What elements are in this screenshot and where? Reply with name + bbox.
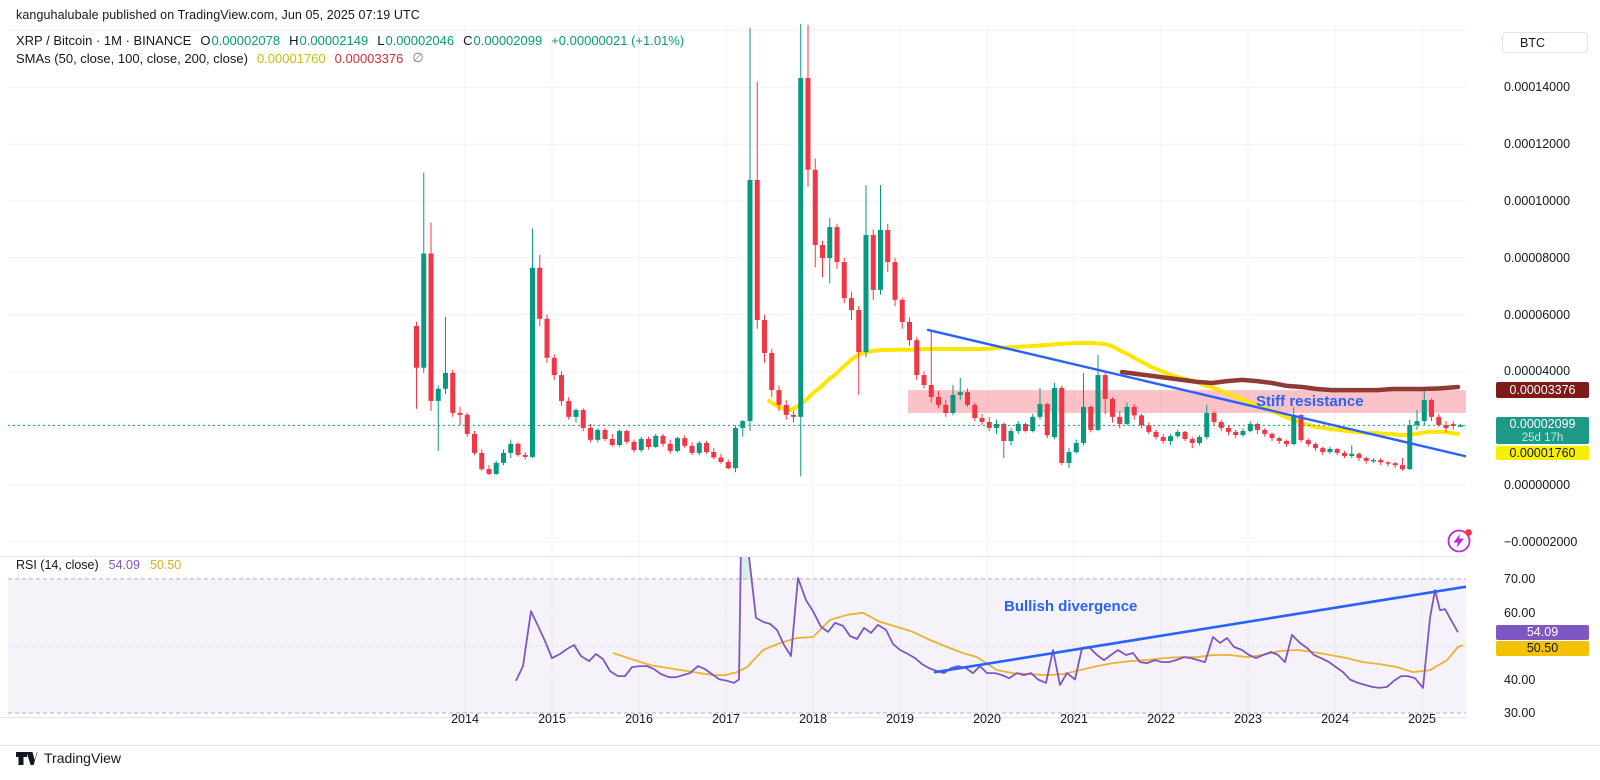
rsi-ma-value: 50.50 <box>149 558 182 572</box>
bullish-divergence-label: Bullish divergence <box>1004 598 1138 615</box>
sma50-axis-badge: 0.00001760 <box>1496 446 1589 460</box>
resistance-zone[interactable] <box>908 390 1466 413</box>
price-axis-label: 0.00004000 <box>1504 364 1571 379</box>
year-label: 2020 <box>973 712 1001 726</box>
rsi-axis-label: 60.00 <box>1504 605 1536 620</box>
sma200-axis-badge: 0.00003376 <box>1496 382 1589 398</box>
price-axis-label: 0.00008000 <box>1504 250 1571 265</box>
price-trendline[interactable] <box>926 328 1492 464</box>
rsi-line <box>515 557 1459 689</box>
published-byline: kanguhalubale published on TradingView.c… <box>16 8 420 22</box>
sma-label: SMAs (50, close, 100, close, 200, close) <box>16 50 248 66</box>
rsi-axis-badge: 54.09 <box>1496 625 1589 640</box>
rsi-axis-label: 40.00 <box>1504 672 1536 687</box>
ohlc-high: H 0.00002149 <box>289 33 369 48</box>
year-label: 2018 <box>799 712 827 726</box>
change-value: +0.00000021 (+1.01%) <box>551 33 685 48</box>
bar-countdown: 25d 17h <box>1521 432 1564 444</box>
ohlc-open: O 0.00002078 <box>200 33 281 48</box>
price-axis-label: 0.00014000 <box>1504 80 1571 95</box>
tradingview-logo-text: TradingView <box>44 750 122 766</box>
year-label: 2015 <box>538 712 566 726</box>
notification-dot <box>1465 529 1472 536</box>
boost-icon[interactable] <box>1444 526 1478 560</box>
rsi-trendline[interactable] <box>933 584 1472 674</box>
year-label: 2023 <box>1234 712 1262 726</box>
price-axis[interactable]: BTC 0.00014000 0.00012000 0.00010000 0.0000… <box>1466 0 1600 745</box>
rsi-ma-axis-badge: 50.50 <box>1496 641 1589 656</box>
rsi-value: 54.09 <box>108 558 140 572</box>
symbol-legend: XRP / Bitcoin · 1M · BINANCE O 0.00002078… <box>16 33 684 48</box>
year-label: 2014 <box>451 712 479 726</box>
sma-legend: SMAs (50, close, 100, close, 200, close)… <box>16 50 424 66</box>
sma-empty-value: ∅ <box>412 50 424 65</box>
stiff-resistance-label: Stiff resistance <box>1256 393 1364 410</box>
ohlc-low: L 0.00002046 <box>377 33 455 48</box>
tradingview-logo-icon <box>16 751 38 765</box>
sma200-value: 0.00003376 <box>334 50 404 66</box>
year-label: 2021 <box>1060 712 1088 726</box>
year-label: 2022 <box>1147 712 1175 726</box>
tradingview-logo[interactable]: TradingView <box>16 750 121 766</box>
price-axis-label: 0.00012000 <box>1504 137 1571 152</box>
last-price-value: 0.00002099 <box>1509 417 1576 431</box>
rsi-label: RSI (14, close) <box>16 558 99 572</box>
rsi-axis-label: 30.00 <box>1504 706 1536 720</box>
year-label: 2016 <box>625 712 653 726</box>
rsi-axis-label: 70.00 <box>1504 572 1536 586</box>
sma50-value: 0.00001760 <box>256 50 326 66</box>
year-label: 2024 <box>1321 712 1349 726</box>
currency-toggle-button[interactable]: BTC <box>1502 32 1588 53</box>
year-label: 2017 <box>712 712 740 726</box>
price-axis-label: 0.00006000 <box>1504 307 1571 322</box>
price-axis-label: −0.00002000 <box>1504 534 1578 549</box>
price-axis-label: 0.00000000 <box>1504 478 1571 492</box>
year-label: 2019 <box>886 712 914 726</box>
last-price-axis-badge: 0.00002099 25d 17h <box>1496 417 1589 444</box>
sma200-line <box>1119 369 1461 393</box>
rsi-legend: RSI (14, close) 54.09 50.50 <box>16 558 181 572</box>
year-label: 2025 <box>1408 712 1436 726</box>
rsi-ma-line <box>612 611 1464 676</box>
price-axis-label: 0.00010000 <box>1504 194 1571 208</box>
ohlc-close: C 0.00002099 <box>463 33 543 48</box>
symbol-title: XRP / Bitcoin · 1M · BINANCE <box>16 33 192 48</box>
